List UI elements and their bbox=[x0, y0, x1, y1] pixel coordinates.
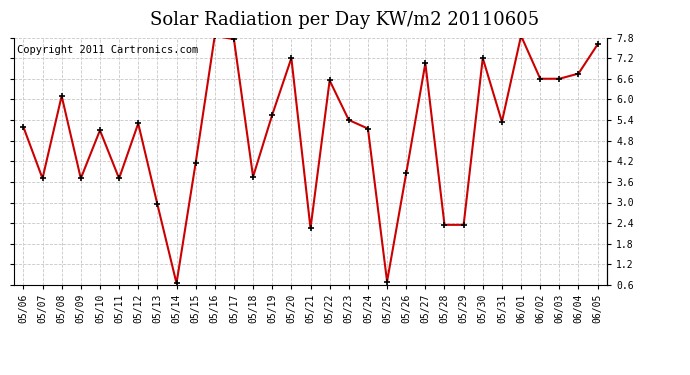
Text: Copyright 2011 Cartronics.com: Copyright 2011 Cartronics.com bbox=[17, 45, 198, 55]
Text: Solar Radiation per Day KW/m2 20110605: Solar Radiation per Day KW/m2 20110605 bbox=[150, 11, 540, 29]
